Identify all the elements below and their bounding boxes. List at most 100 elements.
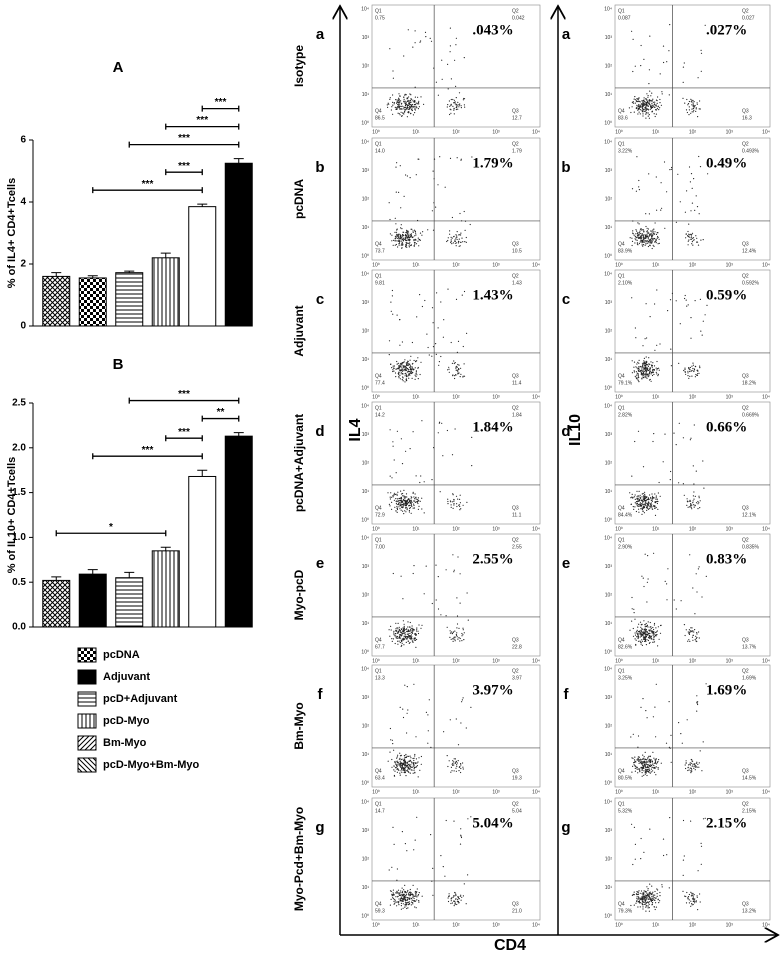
event-dot — [452, 98, 454, 101]
event-dot — [684, 211, 687, 213]
event-dot — [648, 232, 650, 234]
event-dot — [415, 361, 417, 363]
event-dot — [409, 759, 411, 761]
event-dot — [462, 99, 464, 101]
event-dot — [456, 238, 458, 241]
event-dot — [409, 897, 411, 899]
event-dot — [452, 375, 454, 377]
event-dot — [390, 310, 392, 312]
event-dot — [640, 890, 643, 892]
quadrant-value: 80.5% — [618, 775, 633, 781]
event-dot — [447, 900, 450, 903]
event-dot — [689, 631, 691, 634]
event-dot — [446, 626, 448, 628]
quadrant-name: Q2 — [742, 537, 749, 543]
event-dot — [647, 771, 650, 773]
quadrant-value: 5.04 — [512, 808, 522, 814]
event-dot — [403, 638, 405, 641]
event-dot — [643, 851, 645, 854]
event-dot — [396, 107, 398, 109]
event-dot — [395, 368, 397, 370]
event-dot — [396, 757, 398, 759]
event-dot — [642, 904, 644, 906]
event-dot — [397, 901, 399, 903]
event-dot — [690, 820, 692, 822]
event-dot — [408, 901, 410, 903]
event-dot — [640, 629, 642, 631]
event-dot — [647, 115, 649, 117]
event-dot — [415, 893, 417, 895]
event-dot — [646, 509, 648, 511]
event-dot — [409, 93, 411, 95]
event-dot — [634, 858, 636, 860]
event-dot — [407, 770, 409, 772]
quadrant-name: Q4 — [375, 505, 382, 511]
event-dot — [418, 103, 420, 105]
event-dot — [644, 624, 646, 626]
quadrant-name: Q3 — [742, 108, 749, 114]
event-dot — [394, 770, 396, 772]
event-dot — [695, 107, 697, 109]
event-dot — [417, 502, 419, 505]
event-dot — [661, 91, 663, 93]
event-dot — [461, 632, 463, 635]
event-dot — [396, 430, 398, 432]
event-dot — [390, 363, 392, 365]
event-dot — [631, 297, 633, 299]
event-dot — [413, 900, 415, 902]
event-dot — [639, 769, 641, 772]
significance-label: *** — [196, 115, 208, 126]
event-dot — [692, 639, 694, 641]
event-dot — [403, 235, 405, 237]
event-dot — [660, 104, 663, 106]
event-dot — [399, 641, 401, 644]
event-dot — [411, 103, 413, 106]
event-dot — [656, 237, 658, 239]
event-dot — [646, 337, 648, 339]
event-dot — [457, 556, 459, 558]
event-dot — [691, 508, 693, 510]
event-dot — [399, 238, 401, 240]
event-dot — [404, 634, 406, 636]
quadrant-name: Q1 — [375, 801, 382, 807]
bar — [188, 475, 217, 628]
event-dot — [696, 633, 698, 635]
event-dot — [413, 359, 415, 362]
event-dot — [637, 503, 639, 506]
event-dot — [641, 509, 644, 511]
event-dot — [430, 746, 432, 749]
event-dot — [645, 225, 647, 228]
event-dot — [403, 629, 405, 631]
event-dot — [697, 244, 700, 246]
event-dot — [649, 883, 651, 885]
event-dot — [648, 357, 650, 359]
quadrant-value: 79.3% — [618, 908, 633, 914]
event-dot — [456, 764, 458, 766]
event-dot — [415, 375, 417, 378]
event-dot — [655, 495, 657, 497]
event-dot — [410, 104, 412, 106]
event-dot — [450, 898, 452, 900]
event-dot — [396, 237, 398, 239]
event-dot — [689, 366, 692, 369]
event-dot — [412, 99, 414, 101]
event-dot — [409, 895, 411, 897]
event-dot — [645, 763, 647, 766]
event-dot — [450, 638, 452, 640]
event-dot — [450, 900, 452, 902]
event-dot — [458, 368, 460, 370]
event-dot — [659, 98, 661, 101]
event-dot — [417, 103, 419, 105]
event-dot — [416, 638, 418, 641]
event-dot — [460, 722, 462, 724]
event-dot — [642, 229, 645, 231]
event-dot — [655, 761, 657, 763]
event-dot — [454, 630, 456, 632]
event-dot — [645, 897, 647, 899]
plot-frame — [371, 137, 541, 261]
event-dot — [448, 368, 450, 370]
event-dot — [699, 365, 701, 367]
event-dot — [632, 230, 634, 232]
event-dot — [652, 894, 655, 896]
event-dot — [416, 360, 418, 362]
